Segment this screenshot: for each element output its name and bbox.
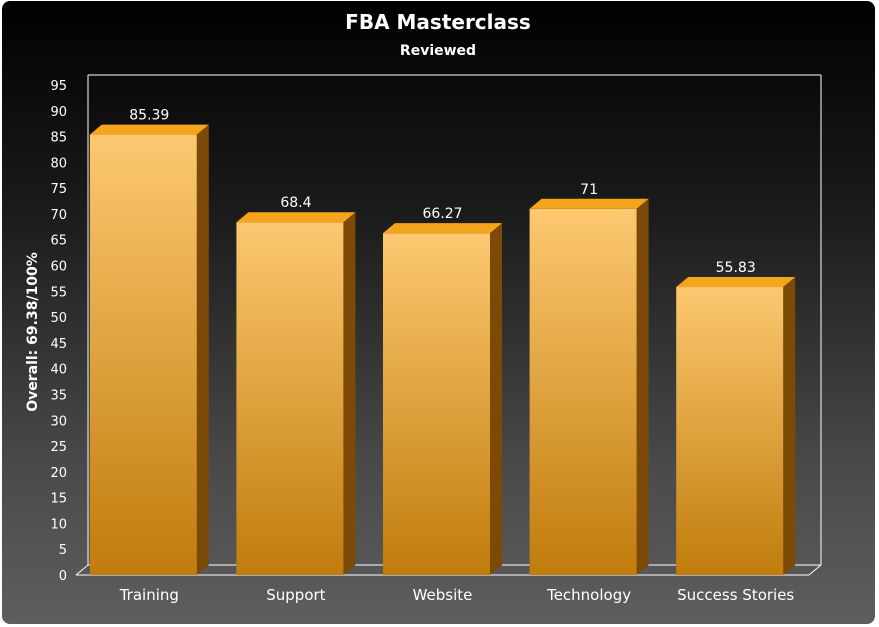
y-tick-label: 20 (50, 466, 67, 481)
y-tick-label: 10 (50, 517, 67, 532)
x-category-label: Website (413, 586, 473, 604)
y-tick-label: 40 (50, 363, 67, 378)
bar-front (236, 222, 344, 575)
bar (236, 212, 356, 575)
bar-value-label: 68.4 (280, 195, 311, 211)
bar-value-label: 71 (580, 182, 598, 198)
x-category-label: Training (119, 586, 179, 604)
bar-side (343, 212, 356, 575)
bar-value-label: 66.27 (422, 206, 462, 222)
floor-left-edge (75, 564, 89, 576)
bar-front (529, 208, 637, 575)
bar (89, 124, 209, 575)
bar-front (676, 287, 784, 575)
y-tick-label: 90 (50, 105, 67, 120)
y-tick-label: 30 (50, 414, 67, 429)
y-tick-label: 65 (50, 234, 67, 249)
y-tick-label: 0 (59, 569, 67, 584)
floor-right-edge (808, 564, 822, 576)
y-tick-label: 70 (50, 208, 67, 223)
bar-top (89, 124, 209, 135)
y-tick-label: 55 (50, 285, 67, 300)
y-tick-label: 35 (50, 388, 67, 403)
chart-subtitle: Reviewed (400, 43, 476, 59)
x-category-label: Support (266, 586, 325, 604)
y-tick-label: 25 (50, 440, 67, 455)
bar-side (636, 198, 649, 575)
bar-top (676, 277, 796, 288)
x-category-label: Technology (546, 586, 631, 604)
bar-top (383, 223, 502, 234)
y-tick-label: 60 (50, 260, 67, 275)
x-axis-labels: Training Support Website Technology Success … (119, 586, 795, 604)
bar-side (783, 277, 796, 575)
y-tick-label: 15 (50, 492, 67, 507)
y-tick-label: 50 (50, 311, 67, 326)
chart-title: FBA Masterclass (345, 10, 531, 34)
y-tick-label: 75 (50, 182, 67, 197)
bars: 85.39 68.4 66.27 71 55.83 (89, 108, 796, 575)
bar-value-label: 85.39 (129, 108, 169, 124)
y-axis-ticks: 0 5 10 15 20 25 30 35 40 45 50 55 60 65 70 75 80 85 90 95 (50, 79, 67, 584)
y-axis-label: Overall: 69.38/100% (25, 252, 41, 412)
bar-side (196, 124, 209, 575)
bar (676, 277, 796, 575)
x-category-label: Success Stories (677, 586, 794, 604)
bar (529, 198, 649, 575)
bar-side (490, 223, 502, 575)
y-tick-label: 5 (59, 543, 67, 558)
bar (383, 223, 502, 575)
bar-top (529, 198, 649, 209)
y-tick-label: 95 (50, 79, 67, 94)
bar-front (383, 233, 490, 575)
y-tick-label: 45 (50, 337, 67, 352)
bar-front (89, 134, 197, 575)
bar-top (236, 212, 356, 223)
y-tick-label: 85 (50, 131, 67, 146)
bar-value-label: 55.83 (716, 260, 756, 276)
y-tick-label: 80 (50, 156, 67, 171)
